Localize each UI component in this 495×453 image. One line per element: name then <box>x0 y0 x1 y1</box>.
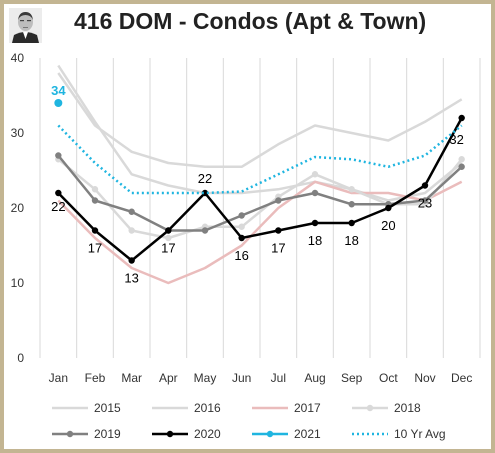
data-point <box>238 223 245 230</box>
data-label: 18 <box>308 233 322 248</box>
data-point <box>458 156 465 163</box>
data-label: 17 <box>161 241 175 256</box>
data-label: 22 <box>198 171 212 186</box>
data-label: 34 <box>51 83 66 98</box>
x-tick-label: Jan <box>49 371 68 385</box>
data-point <box>238 212 245 219</box>
series-line-2015 <box>57 64 463 202</box>
data-point <box>311 189 319 197</box>
y-tick-label: 40 <box>11 51 25 65</box>
data-point <box>128 227 135 234</box>
series-line-2020 <box>57 117 463 262</box>
legend-marker <box>266 430 274 438</box>
legend-label: 2015 <box>94 401 121 415</box>
data-point <box>311 219 319 227</box>
data-label: 17 <box>271 241 285 256</box>
y-tick-label: 10 <box>11 276 25 290</box>
data-point <box>275 197 282 204</box>
x-tick-label: Apr <box>159 371 178 385</box>
data-label: 16 <box>234 248 248 263</box>
data-label: 13 <box>124 271 138 286</box>
y-tick-label: 30 <box>11 126 25 140</box>
x-tick-label: Nov <box>414 371 435 385</box>
legend-label: 2018 <box>394 401 421 415</box>
data-point <box>421 182 429 189</box>
data-point <box>275 227 282 234</box>
y-tick-label: 0 <box>17 351 24 365</box>
series-line-2017 <box>57 180 463 285</box>
data-label: 22 <box>51 199 65 214</box>
data-point <box>201 189 209 197</box>
data-point <box>91 197 99 204</box>
legend-label: 2019 <box>94 427 121 441</box>
legend-label: 2016 <box>194 401 221 415</box>
data-point <box>91 227 99 234</box>
data-label: 23 <box>418 196 432 211</box>
data-point <box>458 114 465 122</box>
author-photo <box>9 8 42 43</box>
data-label: 17 <box>88 241 102 256</box>
data-point <box>201 227 209 234</box>
x-tick-label: May <box>194 371 217 385</box>
data-point <box>311 171 319 178</box>
legend-marker <box>166 430 174 438</box>
data-point <box>348 201 355 208</box>
data-point <box>55 152 62 159</box>
data-point <box>165 227 172 234</box>
x-tick-label: Dec <box>451 371 472 385</box>
data-label: 20 <box>381 218 395 233</box>
legend-label: 10 Yr Avg <box>394 427 446 441</box>
x-tick-label: Aug <box>304 371 325 385</box>
x-tick-label: Oct <box>379 371 398 385</box>
x-tick-label: Mar <box>121 371 142 385</box>
data-point <box>128 208 135 215</box>
data-point <box>54 99 63 107</box>
x-tick-label: Sep <box>341 371 363 385</box>
data-label: 32 <box>449 132 463 147</box>
series-line-10-yr-avg <box>57 124 463 195</box>
legend-marker <box>66 430 74 438</box>
x-tick-label: Jul <box>271 371 286 385</box>
data-point <box>238 234 245 242</box>
data-point <box>458 163 465 170</box>
data-point <box>128 257 135 264</box>
x-tick-label: Feb <box>85 371 106 385</box>
x-tick-label: Jun <box>232 371 251 385</box>
data-point <box>55 189 62 197</box>
data-point <box>348 219 355 227</box>
legend-label: 2021 <box>294 427 321 441</box>
data-label: 18 <box>344 233 358 248</box>
data-point <box>91 186 99 193</box>
data-point <box>165 234 172 242</box>
y-tick-label: 20 <box>11 201 25 215</box>
legend-marker <box>366 404 374 412</box>
data-point <box>348 186 355 193</box>
data-point <box>385 204 392 212</box>
data-point <box>421 197 429 204</box>
series-line-2016 <box>57 72 463 169</box>
legend-label: 2020 <box>194 427 221 441</box>
legend-label: 2017 <box>294 401 321 415</box>
chart-title: 416 DOM - Condos (Apt & Town) <box>74 8 427 34</box>
